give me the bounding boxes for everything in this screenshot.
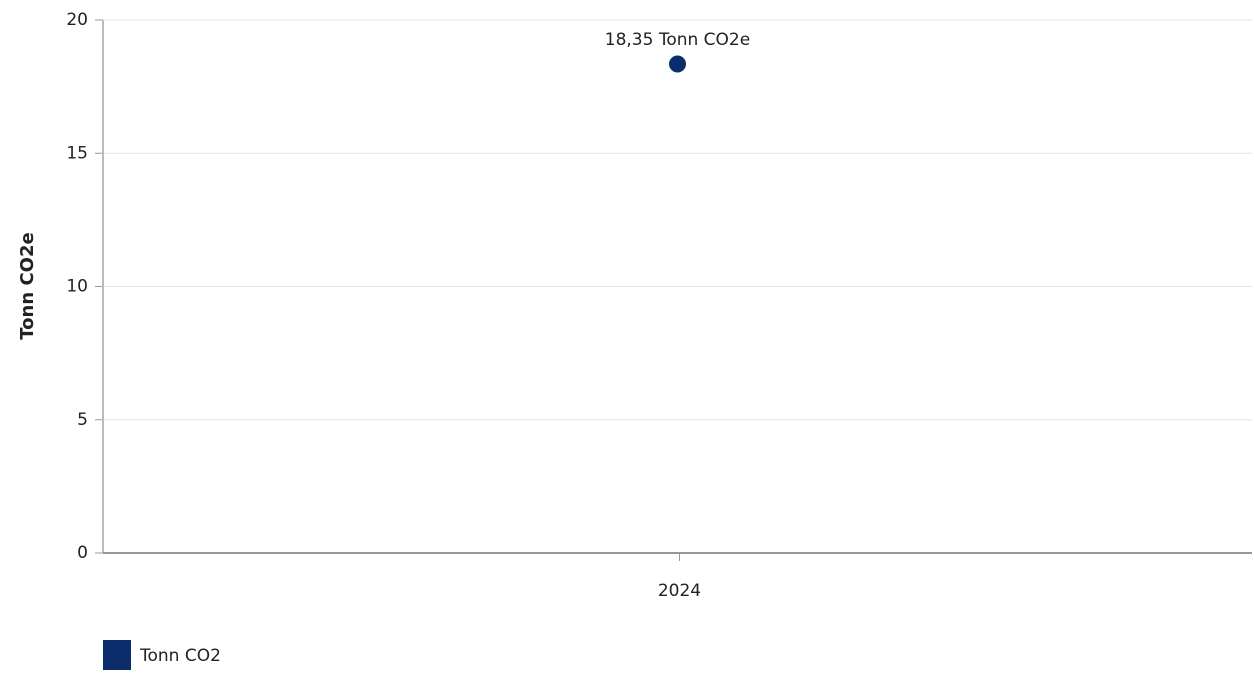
- y-tick-label: 20: [66, 10, 88, 30]
- point: [669, 55, 686, 73]
- legend-swatch: [103, 640, 131, 670]
- y-tick-label: 5: [77, 410, 88, 430]
- data-label: 18,35 Tonn CO2e: [605, 30, 750, 50]
- y-tick-label: 10: [66, 277, 88, 297]
- y-tick-label: 0: [77, 543, 88, 563]
- y-axis-title: Tonn CO2e: [17, 232, 38, 339]
- x-tick-label: 2024: [658, 581, 701, 601]
- y-tick-label: 15: [66, 143, 88, 163]
- legend-label: Tonn CO2: [139, 646, 221, 666]
